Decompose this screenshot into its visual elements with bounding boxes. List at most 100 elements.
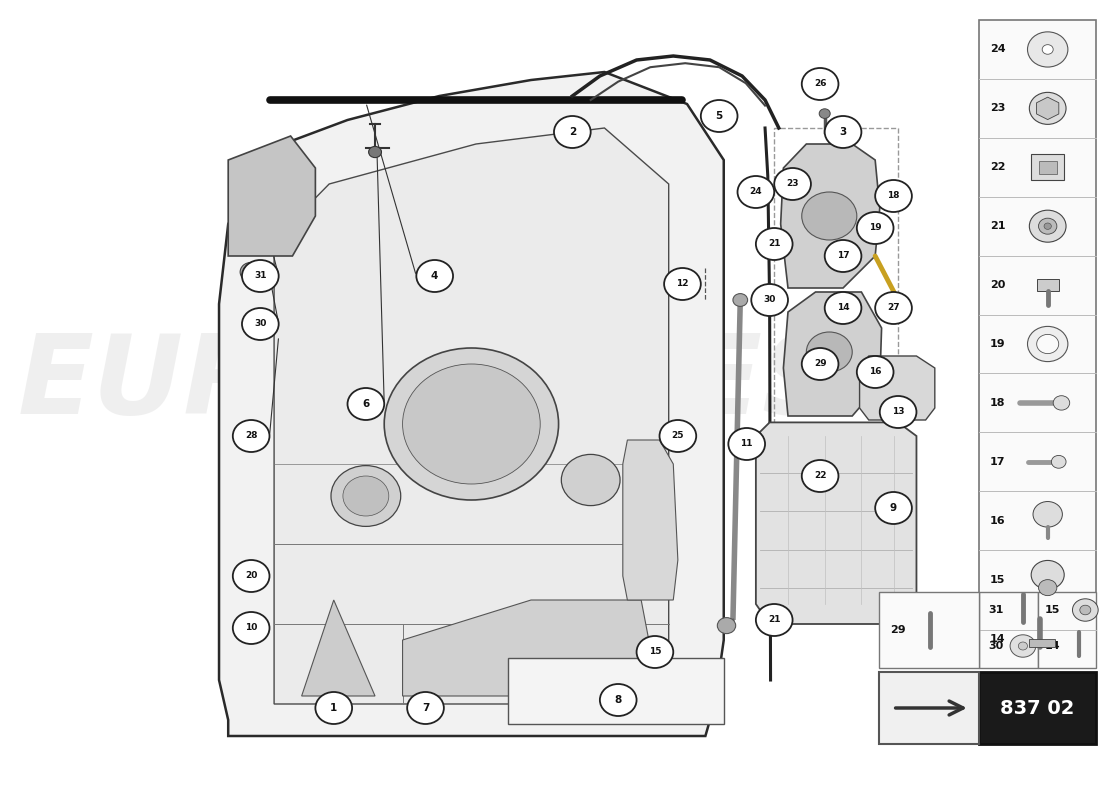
Text: 23: 23 [990,103,1005,114]
Circle shape [802,348,838,380]
Circle shape [242,308,278,340]
Bar [1037,592,1097,668]
Text: 5: 5 [715,111,723,121]
Text: 30: 30 [763,295,776,305]
Text: 16: 16 [869,367,881,377]
Circle shape [1030,210,1066,242]
Circle shape [1033,502,1063,527]
Text: 24: 24 [749,187,762,197]
Bar [879,592,979,668]
Text: 837 02: 837 02 [1000,698,1075,718]
Circle shape [1038,580,1057,596]
Circle shape [1038,218,1057,234]
Text: 13: 13 [892,407,904,417]
Circle shape [737,176,774,208]
Text: 11: 11 [740,439,752,449]
Circle shape [728,428,764,460]
Text: 15: 15 [649,647,661,657]
Text: 18: 18 [888,191,900,201]
Text: 31: 31 [988,605,1003,615]
Circle shape [233,612,270,644]
Circle shape [1072,598,1098,621]
Circle shape [857,212,893,244]
Polygon shape [783,292,881,416]
Polygon shape [781,144,880,288]
Circle shape [733,294,748,306]
Circle shape [802,192,857,240]
Text: 17: 17 [837,251,849,261]
Text: 16: 16 [990,516,1005,526]
Circle shape [1053,396,1069,410]
Circle shape [1027,326,1068,362]
Text: 10: 10 [245,623,257,633]
Text: 24: 24 [990,45,1005,54]
Circle shape [637,636,673,668]
Circle shape [802,460,838,492]
Text: 31: 31 [254,271,266,281]
Circle shape [802,68,838,100]
Circle shape [331,466,400,526]
Text: 8: 8 [615,695,622,705]
Text: 23: 23 [786,179,799,189]
Circle shape [1044,223,1052,230]
Circle shape [1080,605,1091,614]
Polygon shape [301,600,375,696]
Circle shape [756,604,793,636]
Text: 14: 14 [837,303,849,313]
Circle shape [825,292,861,324]
Polygon shape [1036,97,1059,119]
Text: 19: 19 [990,339,1005,349]
Circle shape [368,146,382,158]
Circle shape [561,454,620,506]
Bar [508,658,724,724]
Text: 28: 28 [245,431,257,441]
Polygon shape [623,440,678,600]
Text: 12: 12 [676,279,689,289]
Circle shape [717,618,736,634]
Text: 22: 22 [814,471,826,481]
Circle shape [806,332,852,372]
Text: 20: 20 [990,280,1005,290]
Polygon shape [403,600,660,696]
Circle shape [554,116,591,148]
Text: 19: 19 [869,223,881,233]
Circle shape [240,262,262,282]
Polygon shape [756,422,916,624]
Circle shape [407,692,444,724]
Text: 18: 18 [990,398,1005,408]
Circle shape [384,348,559,500]
Circle shape [316,692,352,724]
Text: 21: 21 [768,239,781,249]
Circle shape [600,684,637,716]
Text: 1: 1 [330,703,338,713]
Circle shape [242,260,278,292]
Text: 4: 4 [431,271,439,281]
Text: 14: 14 [1045,641,1060,651]
Text: 20: 20 [245,571,257,581]
Bar [1031,154,1064,180]
Text: 30: 30 [254,319,266,329]
Circle shape [1052,455,1066,468]
Bar [1038,161,1057,174]
Bar [979,672,1097,744]
Polygon shape [274,128,669,704]
Text: 29: 29 [814,359,826,369]
Circle shape [1010,635,1036,657]
Bar [879,672,979,744]
Circle shape [701,100,737,132]
Circle shape [343,476,388,516]
Circle shape [876,292,912,324]
Text: 29: 29 [890,625,905,635]
Circle shape [825,240,861,272]
Bar [1036,278,1058,291]
Circle shape [876,180,912,212]
Text: 30: 30 [988,641,1003,651]
Circle shape [403,364,540,484]
Circle shape [348,388,384,420]
Text: 14: 14 [990,634,1005,643]
FancyArrowPatch shape [895,701,962,715]
Text: 25: 25 [672,431,684,441]
Polygon shape [859,356,935,420]
Text: a passion for parts since 1985: a passion for parts since 1985 [338,486,632,506]
Text: 15: 15 [1045,605,1060,615]
